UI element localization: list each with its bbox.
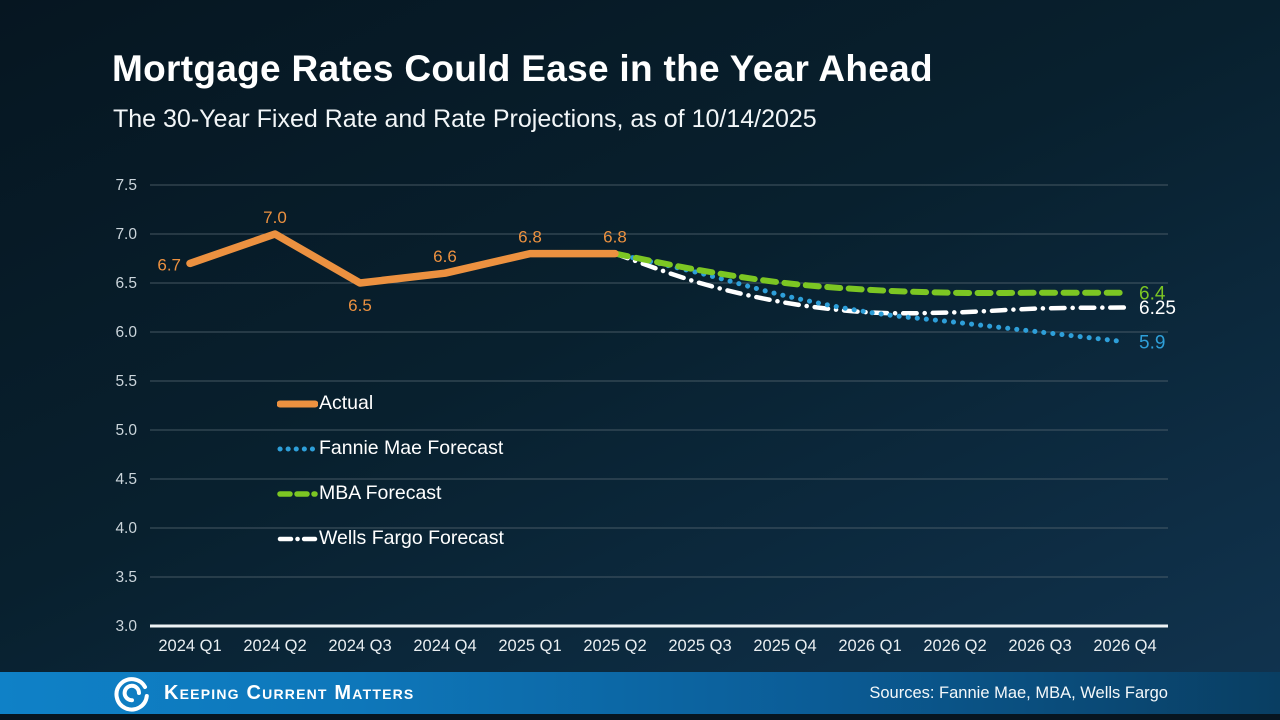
- y-axis-tick-label: 5.5: [115, 373, 137, 390]
- legend-item-mba-forecast: MBA Forecast: [277, 471, 504, 516]
- legend-swatch-fannie-mae-forecast: [277, 446, 318, 451]
- x-axis-tick-label: 2025 Q2: [583, 637, 646, 655]
- x-axis-tick-label: 2026 Q2: [923, 637, 986, 655]
- legend-item-actual: Actual: [277, 381, 504, 426]
- end-label-wells-fargo-forecast: 6.25: [1139, 298, 1176, 319]
- brand-wordmark: Keeping Current Matters: [164, 681, 415, 704]
- y-axis-tick-label: 7.0: [115, 226, 137, 243]
- legend-label-actual: Actual: [319, 392, 374, 414]
- x-axis-tick-label: 2026 Q4: [1093, 637, 1156, 655]
- mba-forecast-line: [612, 250, 1128, 297]
- footer-bottom-strip: [0, 714, 1280, 720]
- x-axis-tick-label: 2025 Q1: [498, 637, 561, 655]
- x-axis-tick-label: 2024 Q1: [158, 637, 221, 655]
- legend: Actual Fannie Mae Forecast MBA Forecast Wel…: [277, 381, 504, 561]
- y-axis-tick-label: 3.0: [115, 618, 137, 635]
- point-label-6.5: 6.5: [348, 296, 372, 315]
- end-label-mba-forecast: 6.4: [1139, 283, 1166, 304]
- point-label-6.8: 6.8: [518, 228, 542, 247]
- y-axis-tick-label: 4.0: [115, 520, 137, 537]
- point-label-6.7: 6.7: [157, 255, 181, 274]
- x-axis-tick-label: 2024 Q4: [413, 637, 476, 655]
- y-axis-tick-label: 6.0: [115, 324, 137, 341]
- legend-swatch-mba-forecast: [277, 490, 318, 497]
- point-label-6.6: 6.6: [433, 247, 457, 266]
- legend-item-wells-fargo-forecast: Wells Fargo Forecast: [277, 516, 504, 561]
- page-subtitle: The 30-Year Fixed Rate and Rate Projecti…: [113, 105, 817, 133]
- point-label-6.8: 6.8: [603, 228, 627, 247]
- x-axis-tick-label: 2025 Q3: [668, 637, 731, 655]
- y-axis-tick-label: 4.5: [115, 471, 137, 488]
- x-axis-tick-label: 2026 Q1: [838, 637, 901, 655]
- sources-text: Sources: Fannie Mae, MBA, Wells Fargo: [869, 683, 1168, 702]
- actual-line: [186, 230, 619, 287]
- y-axis-tick-label: 3.5: [115, 569, 137, 586]
- y-axis-tick-label: 7.5: [115, 177, 137, 194]
- x-axis-tick-label: 2026 Q3: [1008, 637, 1071, 655]
- end-label-fannie-mae-forecast: 5.9: [1139, 332, 1165, 353]
- y-axis-tick-label: 6.5: [115, 275, 137, 292]
- x-axis-tick-label: 2024 Q3: [328, 637, 391, 655]
- x-axis-tick-label: 2025 Q4: [753, 637, 816, 655]
- brand-logo: Keeping Current Matters: [112, 673, 414, 713]
- legend-label-mba-forecast: MBA Forecast: [319, 482, 442, 504]
- legend-swatch-actual: [277, 400, 318, 407]
- mortgage-rates-chart: 7.5 7.0 6.5 6.0 5.5 5.0 4.5 4.0 3.5 3.0 2024 Q1 202…: [115, 177, 1176, 655]
- legend-swatch-wells-fargo-forecast: [277, 536, 318, 541]
- page-title: Mortgage Rates Could Ease in the Year Ah…: [112, 48, 933, 89]
- wells-fargo-forecast-line: [612, 251, 1128, 316]
- legend-label-wells-fargo-forecast: Wells Fargo Forecast: [319, 527, 504, 549]
- footer-bar: Keeping Current Matters Sources: Fannie …: [0, 672, 1280, 714]
- fannie-mae-forecast-line: [612, 251, 1128, 345]
- point-label-7.0: 7.0: [263, 208, 287, 227]
- x-axis-tick-label: 2024 Q2: [243, 637, 306, 655]
- y-axis-tick-label: 5.0: [115, 422, 137, 439]
- legend-item-fannie-mae-forecast: Fannie Mae Forecast: [277, 426, 504, 471]
- kcm-swirl-icon: [114, 677, 149, 712]
- legend-label-fannie-mae-forecast: Fannie Mae Forecast: [319, 437, 504, 459]
